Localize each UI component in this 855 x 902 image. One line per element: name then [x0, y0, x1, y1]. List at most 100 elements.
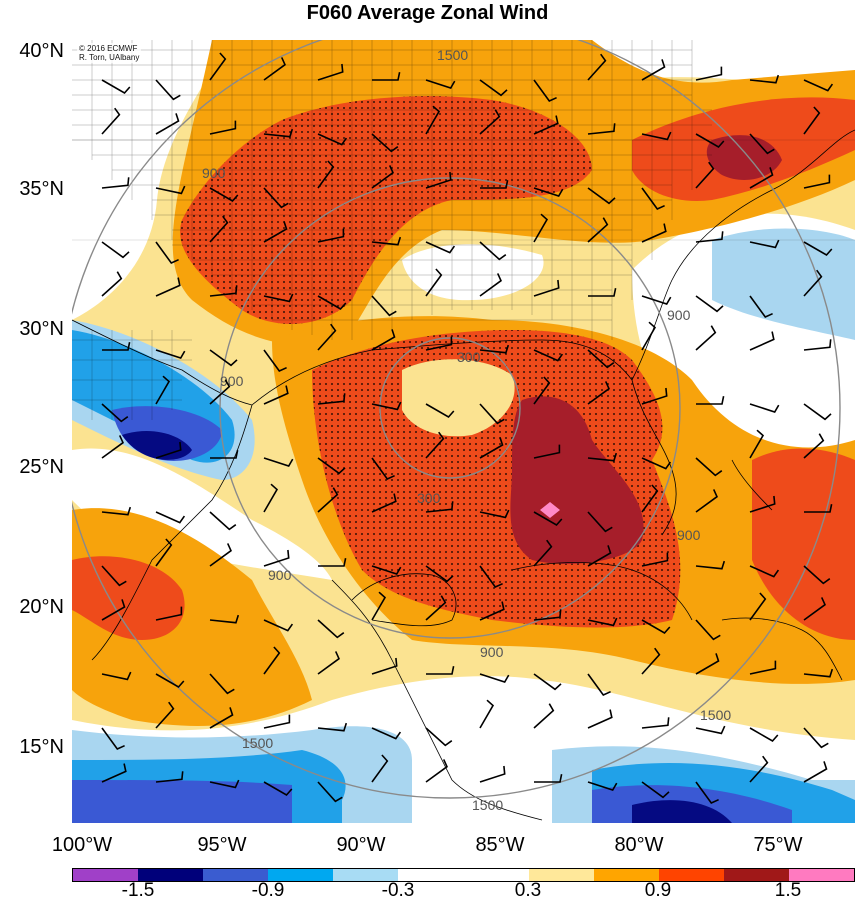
wind-barb-135: [587, 545, 612, 567]
wind-barb-26: [749, 133, 775, 155]
wind-barb-34: [425, 171, 452, 189]
wind-barb-158: [317, 651, 340, 675]
colorbar: [72, 868, 855, 882]
wind-barb-111: [803, 433, 825, 459]
contour-label-900-f: 900: [677, 527, 701, 543]
wind-barb-52: [641, 223, 667, 243]
wind-barb-95: [696, 396, 725, 405]
wind-barb-123: [695, 489, 718, 513]
wind-barb-14: [101, 107, 121, 135]
wind-barb-10: [641, 59, 666, 81]
wind-barb-146: [425, 595, 447, 621]
wind-barb-150: [641, 619, 671, 635]
wind-barb-47: [371, 236, 402, 246]
wind-barb-102: [317, 457, 346, 475]
wind-barb-100: [210, 450, 239, 459]
wind-barb-64: [533, 279, 560, 297]
wind-barb-2: [209, 52, 227, 81]
map-canvas: 300 300 900 900 900 900 900 900 1500 150…: [72, 40, 855, 823]
wind-barb-104: [425, 431, 445, 459]
wind-barb-171: [263, 714, 291, 729]
wind-barb-19: [371, 133, 399, 153]
lat-label-15: 15°N: [19, 736, 64, 758]
wind-barb-181: [803, 727, 829, 749]
wind-barb-96: [749, 403, 780, 413]
wind-barb-164: [641, 647, 661, 675]
wind-barb-82: [749, 331, 775, 351]
wind-barb-119: [479, 509, 510, 519]
darkred-zone-cuba: [510, 396, 644, 564]
wind-barb-121: [587, 511, 613, 533]
wind-barb-110: [749, 429, 765, 459]
wind-barb-72: [209, 349, 238, 367]
wind-barb-22: [533, 115, 559, 135]
wind-barb-33: [371, 165, 394, 189]
wind-barb-74: [317, 323, 337, 351]
wind-barb-162: [533, 673, 562, 691]
wind-barb-178: [641, 717, 670, 729]
lat-label-40: 40°N: [19, 40, 64, 62]
wind-barb-109: [695, 457, 723, 477]
wind-barb-125: [804, 504, 833, 513]
wind-barb-20: [425, 105, 441, 135]
wind-barb-113: [155, 511, 186, 524]
wind-barb-144: [317, 619, 345, 639]
wind-barb-157: [263, 646, 281, 675]
wind-barb-153: [803, 597, 826, 621]
wind-barb-56: [101, 271, 123, 297]
wind-barb-151: [695, 619, 721, 641]
wind-barb-152: [749, 592, 767, 621]
wind-barb-194: [749, 755, 769, 783]
wind-barb-130: [318, 558, 347, 567]
wind-barb-89: [371, 401, 402, 411]
wind-barb-161: [479, 673, 510, 683]
colorbar-swatch-3: [268, 869, 334, 881]
wind-barb-131: [371, 565, 402, 575]
wind-barb-166: [749, 660, 777, 675]
wind-barb-79: [587, 349, 615, 369]
wind-barb-117: [371, 493, 397, 513]
wind-barb-170: [209, 707, 234, 729]
wind-barb-187: [371, 754, 389, 783]
wind-barb-190: [534, 774, 563, 783]
contour-labels: 300 300 900 900 900 900 900 900 1500 150…: [202, 47, 731, 813]
wind-barb-30: [209, 187, 239, 203]
wind-barb-83: [803, 339, 832, 351]
wind-barb-48: [425, 241, 456, 254]
contour-1500: [72, 40, 841, 799]
wind-barb-174: [425, 727, 453, 747]
wind-barb-108: [641, 457, 672, 470]
wind-barb-31: [263, 187, 289, 209]
wind-barb-141: [155, 606, 183, 621]
wind-barb-116: [317, 487, 339, 513]
wind-barb-167: [803, 668, 834, 678]
credit-line-2: R. Torn, UAlbany: [79, 53, 140, 62]
wind-barb-4: [317, 63, 344, 81]
wind-barb-84: [101, 403, 129, 423]
wind-barb-8: [533, 79, 557, 102]
colorbar-swatch-8: [593, 869, 659, 881]
colorbar-swatch-10: [723, 869, 789, 881]
wind-barb-5: [372, 72, 401, 81]
wind-barb-107: [587, 452, 618, 462]
lat-label-20: 20°N: [19, 596, 64, 618]
wind-barb-169: [155, 701, 175, 729]
wind-barb-7: [479, 79, 508, 97]
wind-barb-38: [641, 187, 665, 210]
wind-barb-93: [587, 381, 610, 405]
wind-barb-37: [587, 187, 616, 205]
wind-barb-35: [480, 180, 509, 189]
wind-barbs: [101, 52, 834, 804]
wind-barb-143: [263, 619, 294, 632]
wind-barb-73: [263, 349, 287, 372]
colorbar-swatch-0: [73, 869, 139, 881]
wind-barb-182: [101, 763, 127, 783]
wind-barb-128: [209, 543, 232, 567]
colorbar-swatch-11: [788, 869, 854, 881]
lat-label-35: 35°N: [19, 178, 64, 200]
colorbar-swatch-6: [463, 869, 529, 881]
darkred-zone-virginia: [706, 135, 782, 180]
wind-barb-54: [749, 239, 780, 249]
wind-barb-98: [101, 435, 124, 459]
wind-barb-106: [533, 444, 561, 459]
